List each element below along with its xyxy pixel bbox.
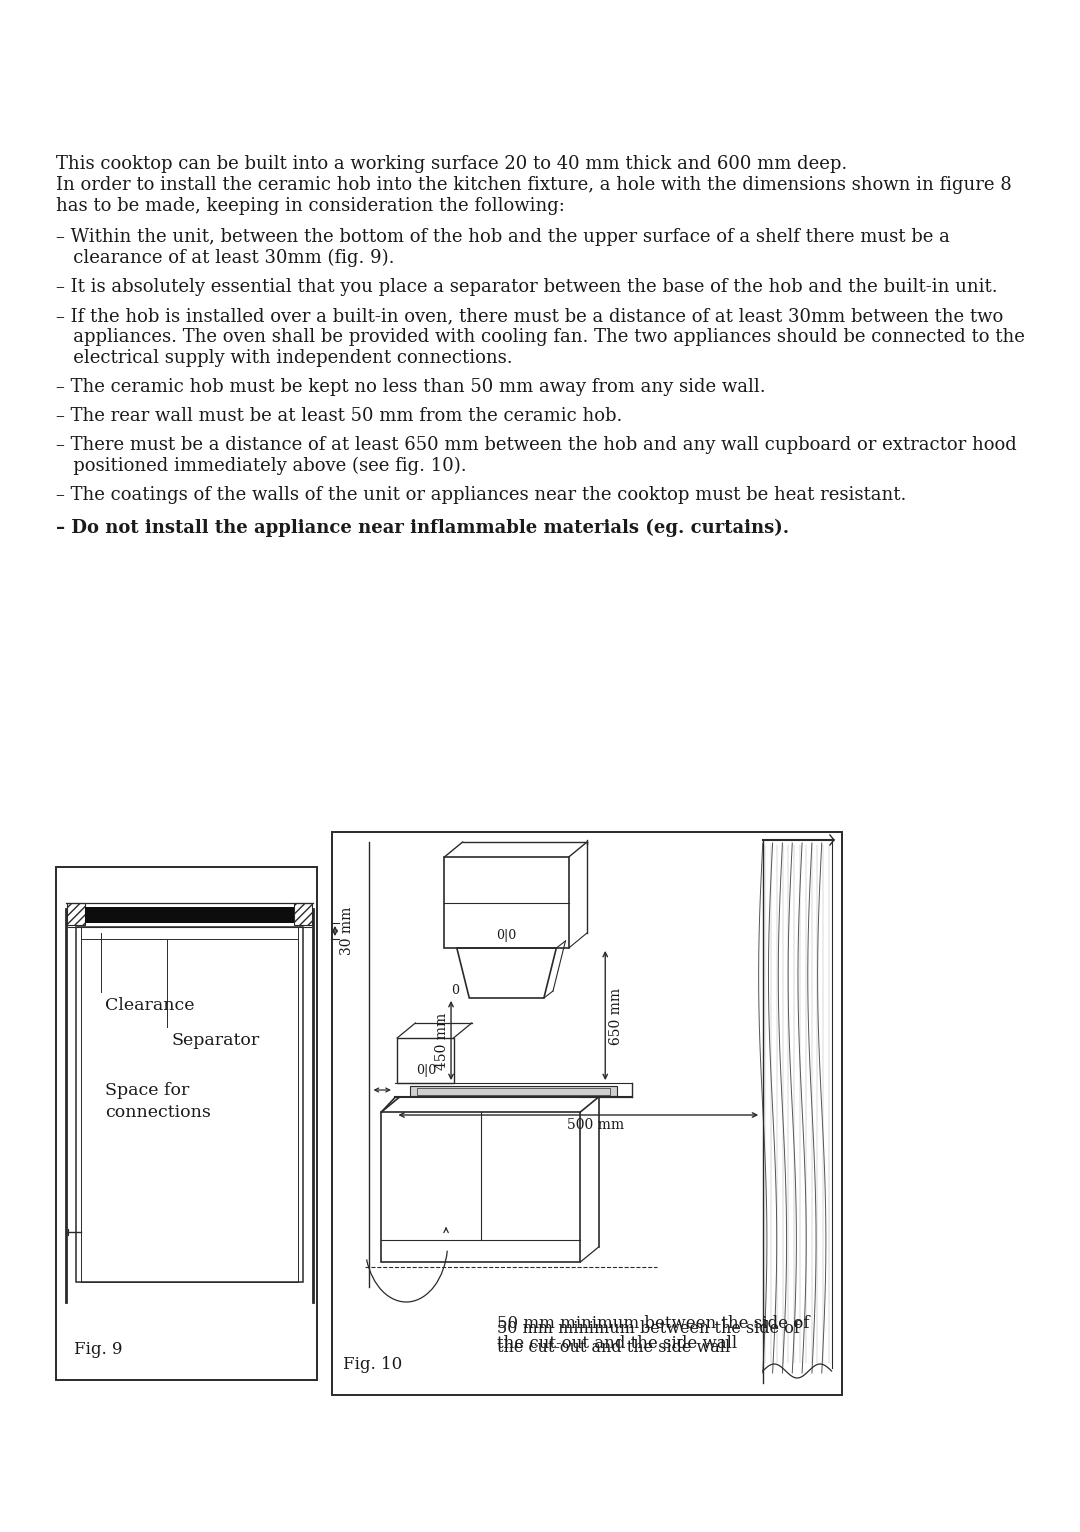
Text: Fig. 10: Fig. 10: [343, 1356, 403, 1373]
Text: positioned immediately above (see fig. 10).: positioned immediately above (see fig. 1…: [56, 457, 467, 475]
Polygon shape: [410, 1086, 617, 1095]
Text: the cut-out and the side wall: the cut-out and the side wall: [498, 1339, 731, 1356]
Text: has to be made, keeping in consideration the following:: has to be made, keeping in consideration…: [56, 198, 565, 214]
Text: Clearance: Clearance: [105, 997, 194, 1014]
Text: 650 mm: 650 mm: [608, 988, 622, 1045]
Text: Fig. 9: Fig. 9: [73, 1340, 122, 1357]
Text: clearance of at least 30mm (fig. 9).: clearance of at least 30mm (fig. 9).: [56, 250, 395, 267]
Text: 50 mm minimum between the side of: 50 mm minimum between the side of: [498, 1314, 810, 1331]
Text: appliances. The oven shall be provided with cooling fan. The two appliances shou: appliances. The oven shall be provided w…: [56, 328, 1025, 346]
Text: 0: 0: [451, 984, 459, 996]
Polygon shape: [295, 902, 312, 925]
Text: 50 mm minimum between the side of: 50 mm minimum between the side of: [498, 1321, 800, 1337]
Text: – If the hob is installed over a built-in oven, there must be a distance of at l: – If the hob is installed over a built-i…: [56, 306, 1003, 325]
Text: 450 mm: 450 mm: [434, 1013, 448, 1069]
Text: – Within the unit, between the bottom of the hob and the upper surface of a shel: – Within the unit, between the bottom of…: [56, 228, 950, 247]
Text: electrical supply with independent connections.: electrical supply with independent conne…: [56, 349, 513, 368]
Text: 0|0: 0|0: [497, 928, 516, 942]
Text: – The rear wall must be at least 50 mm from the ceramic hob.: – The rear wall must be at least 50 mm f…: [56, 408, 623, 424]
Text: Separator: Separator: [172, 1033, 260, 1049]
Text: – The coatings of the walls of the unit or appliances near the cooktop must be h: – The coatings of the walls of the unit …: [56, 486, 907, 504]
Text: the cut-out and the side wall: the cut-out and the side wall: [498, 1334, 738, 1353]
Text: Space for
connections: Space for connections: [105, 1082, 212, 1121]
Text: – It is absolutely essential that you place a separator between the base of the : – It is absolutely essential that you pl…: [56, 277, 998, 296]
Text: 30 mm: 30 mm: [339, 907, 353, 954]
Text: 500 mm: 500 mm: [567, 1118, 624, 1132]
Polygon shape: [84, 907, 295, 922]
Text: – The ceramic hob must be kept no less than 50 mm away from any side wall.: – The ceramic hob must be kept no less t…: [56, 378, 766, 395]
Text: This cooktop can be built into a working surface 20 to 40 mm thick and 600 mm de: This cooktop can be built into a working…: [56, 155, 848, 173]
Polygon shape: [67, 902, 84, 925]
Text: – Do not install the appliance near inflammable materials (eg. curtains).: – Do not install the appliance near infl…: [56, 519, 789, 538]
Text: In order to install the ceramic hob into the kitchen fixture, a hole with the di: In order to install the ceramic hob into…: [56, 176, 1012, 195]
Text: – There must be a distance of at least 650 mm between the hob and any wall cupbo: – There must be a distance of at least 6…: [56, 437, 1017, 453]
Text: 0|0: 0|0: [416, 1065, 436, 1077]
